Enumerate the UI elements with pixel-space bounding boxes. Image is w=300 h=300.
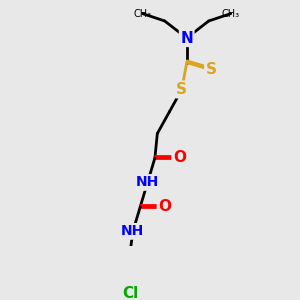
Text: O: O [158, 200, 171, 214]
Text: S: S [206, 62, 217, 77]
Text: N: N [180, 31, 193, 46]
Text: O: O [173, 151, 186, 166]
Text: CH₃: CH₃ [134, 9, 152, 19]
Text: NH: NH [136, 176, 159, 190]
Text: CH₃: CH₃ [222, 9, 240, 19]
Text: S: S [176, 82, 187, 97]
Text: Cl: Cl [122, 286, 139, 300]
Text: NH: NH [121, 224, 145, 239]
